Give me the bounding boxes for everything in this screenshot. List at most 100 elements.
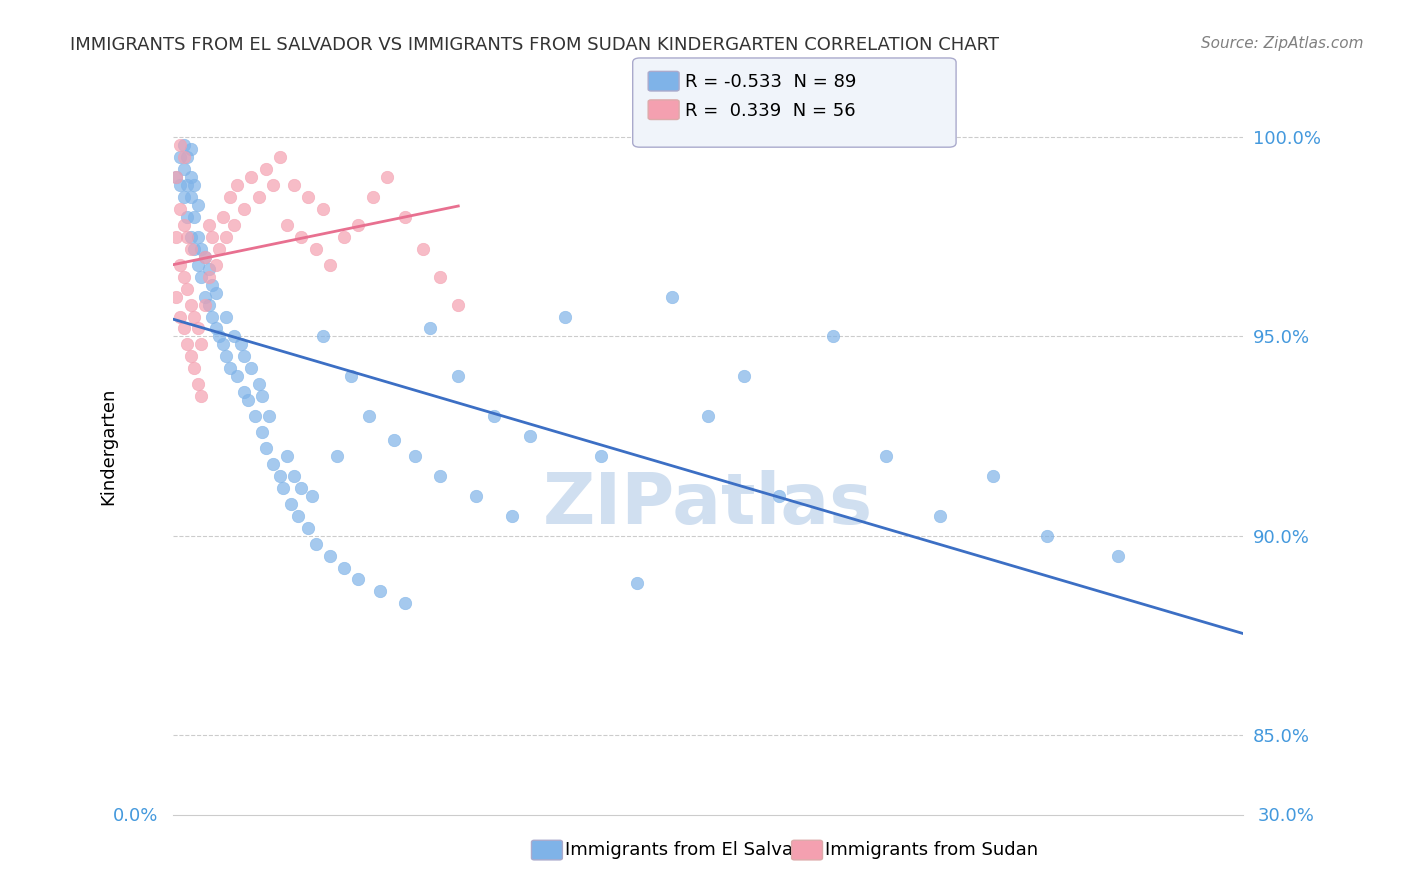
Point [273,481,295,495]
Point [173,138,195,153]
Point [297,521,319,535]
Point [166,169,188,184]
Point [233,385,256,400]
Point [661,289,683,303]
Point [176,210,198,224]
Point [183,178,205,192]
Point [257,409,280,423]
Point [290,229,312,244]
Point [447,297,470,311]
Point [501,508,523,523]
Point [375,169,398,184]
Text: IMMIGRANTS FROM EL SALVADOR VS IMMIGRANTS FROM SUDAN KINDERGARTEN CORRELATION CH: IMMIGRANTS FROM EL SALVADOR VS IMMIGRANT… [70,36,1000,54]
Point [262,178,284,192]
Point [626,576,648,591]
Point [197,261,219,276]
Point [482,409,505,423]
Point [166,289,188,303]
Point [194,250,217,264]
Point [219,361,242,376]
Point [250,425,273,439]
Point [180,142,202,156]
Point [215,349,238,363]
Point [247,190,270,204]
Point [226,369,249,384]
Point [233,349,256,363]
Point [173,218,195,232]
Point [190,389,212,403]
Point [382,433,405,447]
Point [340,369,363,384]
Point [236,393,259,408]
Point [319,549,342,563]
Point [222,218,245,232]
Point [465,489,488,503]
Point [187,258,209,272]
Y-axis label: Kindergarten: Kindergarten [100,387,117,505]
Point [187,321,209,335]
Point [190,242,212,256]
Point [194,250,217,264]
Point [368,584,391,599]
Point [240,361,263,376]
Point [229,337,252,351]
Point [262,457,284,471]
Point [187,198,209,212]
Point [768,489,790,503]
Point [333,229,356,244]
Point [187,229,209,244]
Point [222,329,245,343]
Point [733,369,755,384]
Point [176,282,198,296]
Point [447,369,470,384]
Point [183,210,205,224]
Point [269,469,291,483]
Point [176,150,198,164]
Text: ZIPatlas: ZIPatlas [543,470,873,540]
Point [394,210,416,224]
Point [183,310,205,324]
Point [429,269,451,284]
Point [190,337,212,351]
Point [394,596,416,610]
Point [166,169,188,184]
Point [180,349,202,363]
Point [173,321,195,335]
Point [190,269,212,284]
Point [928,508,950,523]
Point [280,497,302,511]
Point [419,321,441,335]
Point [169,138,191,153]
Point [359,409,381,423]
Point [180,297,202,311]
Point [304,242,326,256]
Point [215,229,238,244]
Point [269,150,291,164]
Point [1036,529,1059,543]
Point [243,409,266,423]
Point [169,202,191,216]
Point [201,310,224,324]
Point [204,321,226,335]
Point [276,449,298,463]
Point [589,449,612,463]
Point [290,481,312,495]
Text: Source: ZipAtlas.com: Source: ZipAtlas.com [1201,36,1364,51]
Point [319,258,342,272]
Point [176,178,198,192]
Point [304,536,326,550]
Text: R =  0.339  N = 56: R = 0.339 N = 56 [685,102,855,120]
Point [180,169,202,184]
Point [212,337,235,351]
Point [821,329,844,343]
Point [176,337,198,351]
Point [233,202,256,216]
Point [204,285,226,300]
Point [326,449,349,463]
Point [875,449,897,463]
Text: 30.0%: 30.0% [1258,807,1315,825]
Point [201,229,224,244]
Point [226,178,249,192]
Point [173,190,195,204]
Point [173,162,195,177]
